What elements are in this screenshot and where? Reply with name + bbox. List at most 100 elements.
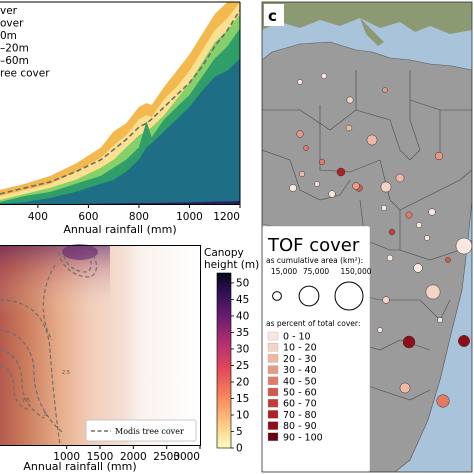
country-bubble bbox=[336, 167, 346, 177]
color-legend-label: 90 - 100 bbox=[283, 432, 323, 443]
size-legend-value: 75,000 bbox=[303, 267, 329, 276]
size-legend-label: as cumulative area (km²): bbox=[266, 256, 363, 265]
color-legend-label: 50 - 60 bbox=[283, 388, 317, 399]
country-bubble bbox=[434, 151, 444, 161]
country-bubble bbox=[318, 158, 326, 166]
x-tick-label: 2000 bbox=[120, 451, 147, 463]
color-legend-label: 80 - 90 bbox=[283, 421, 317, 432]
colorbar-tick-label: 10 bbox=[236, 409, 249, 421]
border bbox=[319, 105, 381, 173]
country-bubble bbox=[413, 263, 423, 273]
country-bubble bbox=[445, 257, 451, 263]
country-bubble bbox=[345, 124, 353, 132]
legend-entry: 0m bbox=[0, 30, 17, 42]
color-legend-swatch bbox=[267, 399, 279, 408]
colorbar-tick-label: 0 bbox=[236, 443, 243, 455]
contour-line bbox=[0, 365, 31, 411]
size-legend-value: 15,000 bbox=[271, 267, 297, 276]
heatmap-dark-spot bbox=[62, 244, 98, 260]
country-bubble bbox=[303, 145, 309, 151]
country-bubble bbox=[455, 237, 472, 255]
country-bubble bbox=[298, 170, 306, 178]
country-bubble bbox=[437, 317, 443, 323]
color-legend-label: 40 - 50 bbox=[283, 376, 317, 387]
colorbar-title-line: Canopy bbox=[204, 247, 244, 259]
x-tick-label: 400 bbox=[28, 211, 48, 223]
legend-label: Modis tree cover bbox=[115, 427, 184, 436]
x-ticks: 400 600 800 1000 1200 bbox=[28, 204, 241, 223]
country-bubble bbox=[382, 87, 388, 93]
color-legend-swatch bbox=[267, 387, 279, 397]
country-bubble bbox=[405, 211, 413, 219]
country-bubble bbox=[458, 335, 470, 347]
contour-labels: 2.5 5 7.5 bbox=[22, 370, 70, 418]
size-legend: 15,000 75,000 150,000 bbox=[271, 267, 372, 311]
size-legend-circle bbox=[272, 291, 282, 301]
colorbar-ticks: 0 5 10 15 20 25 30 35 40 45 50 bbox=[231, 277, 249, 455]
border bbox=[379, 159, 472, 211]
colorbar-tick-label: 40 bbox=[236, 310, 249, 322]
italy bbox=[360, 18, 384, 46]
x-tick-label: 2500 bbox=[153, 451, 180, 463]
x-tick-label: 600 bbox=[78, 211, 98, 223]
colorbar-tick-label: 45 bbox=[236, 294, 249, 306]
color-legend-swatch bbox=[267, 343, 279, 352]
size-legend-circle bbox=[298, 285, 320, 307]
x-axis-label-b: Annual rainfall (mm) bbox=[23, 460, 136, 473]
contour-line bbox=[63, 254, 92, 273]
country-bubble bbox=[424, 235, 430, 241]
country-bubble bbox=[289, 184, 297, 192]
modis-legend: Modis tree cover bbox=[85, 419, 197, 442]
heatmap-top-shade bbox=[0, 245, 110, 445]
contour-line bbox=[0, 329, 63, 433]
panel-label: c bbox=[268, 7, 277, 25]
country-bubble bbox=[346, 96, 354, 104]
country-bubble bbox=[377, 327, 383, 333]
map-frame bbox=[261, 1, 473, 473]
size-legend-circle bbox=[334, 281, 364, 311]
contour-line bbox=[42, 264, 56, 341]
panel-a-stacked-area: 400 600 800 1000 1200 Annual rainfall (mm) v… bbox=[0, 1, 241, 236]
size-legend-value: 150,000 bbox=[340, 267, 371, 276]
country-bubble bbox=[314, 181, 320, 187]
legend-entry: ver bbox=[0, 5, 18, 17]
x-tick-label: 1000 bbox=[53, 451, 80, 463]
contour-label: 2.5 bbox=[62, 370, 70, 376]
colorbar-tick-label: 35 bbox=[236, 327, 249, 339]
color-legend-label: as percent of total cover: bbox=[266, 319, 360, 328]
color-legend-label: 10 - 20 bbox=[283, 343, 317, 354]
contour-line bbox=[57, 251, 98, 278]
colorbar-tick-label: 50 bbox=[236, 277, 249, 289]
color-legend-swatch bbox=[267, 376, 279, 385]
x-tick-label: 1200 bbox=[213, 211, 240, 223]
country-bubble bbox=[436, 394, 450, 408]
tof-legend: TOF cover as cumulative area (km²): 15,0… bbox=[262, 225, 372, 472]
country-bubble bbox=[415, 221, 423, 229]
border bbox=[262, 149, 351, 201]
country-bubble bbox=[380, 204, 388, 212]
colorbar-tick-label: 30 bbox=[236, 343, 249, 355]
country-bubble bbox=[425, 284, 441, 300]
country-bubble bbox=[366, 134, 378, 146]
country-bubble bbox=[380, 181, 392, 193]
color-legend-label: 20 - 30 bbox=[283, 354, 317, 365]
color-legend-swatch bbox=[267, 421, 279, 430]
country-bubble bbox=[386, 254, 394, 262]
legend-entry: –20m bbox=[0, 43, 29, 55]
border bbox=[262, 70, 357, 131]
country-bubble bbox=[388, 228, 396, 236]
country-bubble bbox=[428, 208, 436, 216]
country-bubble bbox=[402, 335, 416, 349]
country-bubble bbox=[296, 130, 304, 138]
country-bubble bbox=[320, 72, 328, 80]
country-bubble bbox=[399, 382, 411, 394]
colorbar-tick-label: 15 bbox=[236, 393, 249, 405]
contour-label: 7.5 bbox=[22, 398, 30, 404]
country-bubble bbox=[382, 296, 390, 304]
x-tick-label: 3000 bbox=[173, 451, 200, 463]
contour-line bbox=[0, 349, 45, 419]
